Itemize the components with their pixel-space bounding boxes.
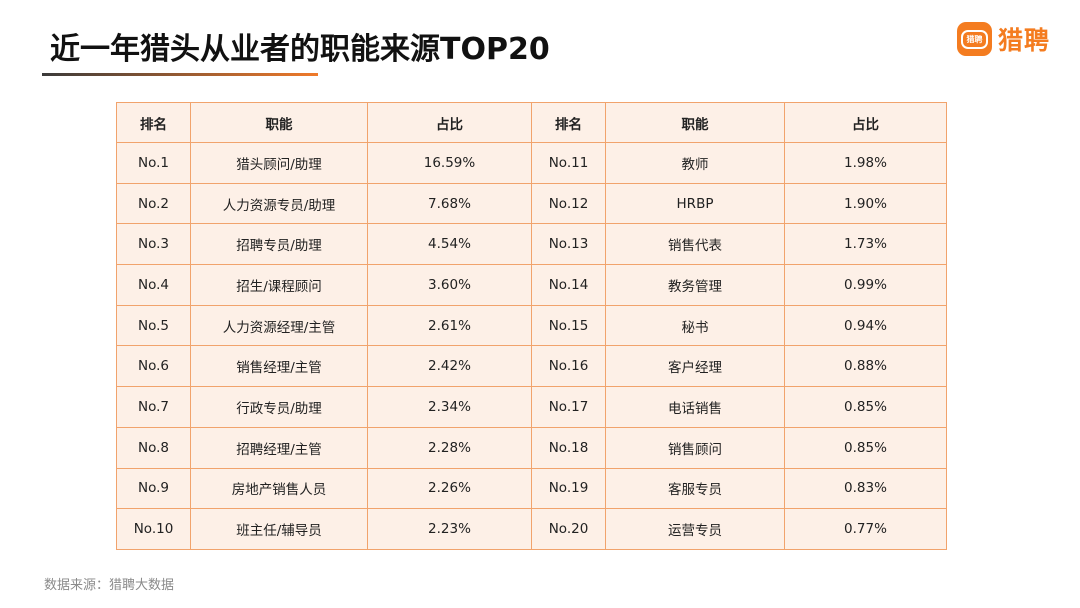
share-cell: 2.23% xyxy=(367,508,532,550)
rank-cell: No.16 xyxy=(531,345,606,388)
rank-cell: No.18 xyxy=(531,426,606,469)
table-row: No.4 招生/课程顾问 3.60% No.14 教务管理 0.99% xyxy=(116,264,947,306)
function-cell: 销售顾问 xyxy=(605,426,785,469)
function-cell: 招聘经理/主管 xyxy=(190,426,368,469)
function-cell: 秘书 xyxy=(605,304,785,347)
header-share: 占比 xyxy=(784,102,947,143)
rank-cell: No.15 xyxy=(531,304,606,347)
function-cell: 销售经理/主管 xyxy=(190,345,368,388)
table-header-row: 排名 职能 占比 排名 职能 占比 xyxy=(116,102,947,143)
header-rank: 排名 xyxy=(116,102,191,143)
table-row: No.10 班主任/辅导员 2.23% No.20 运营专员 0.77% xyxy=(116,508,947,550)
logo-icon: 猎聘 xyxy=(957,22,992,56)
function-cell: 房地产销售人员 xyxy=(190,467,368,510)
rank-cell: No.14 xyxy=(531,264,606,306)
share-cell: 2.61% xyxy=(367,304,532,347)
rank-cell: No.11 xyxy=(531,142,606,184)
rank-cell: No.6 xyxy=(116,345,191,388)
page-title: 近一年猎头从业者的职能来源TOP20 xyxy=(50,32,550,67)
rank-cell: No.5 xyxy=(116,304,191,347)
share-cell: 0.85% xyxy=(784,426,947,469)
function-cell: 人力资源经理/主管 xyxy=(190,304,368,347)
table-row: No.2 人力资源专员/助理 7.68% No.12 HRBP 1.90% xyxy=(116,182,947,225)
function-cell: 电话销售 xyxy=(605,386,785,428)
share-cell: 1.73% xyxy=(784,223,947,266)
share-cell: 3.60% xyxy=(367,264,532,306)
share-cell: 4.54% xyxy=(367,223,532,266)
share-cell: 0.99% xyxy=(784,264,947,306)
rank-cell: No.13 xyxy=(531,223,606,266)
title-underline xyxy=(42,73,318,76)
header-rank: 排名 xyxy=(531,102,606,143)
share-cell: 0.77% xyxy=(784,508,947,550)
table-row: No.3 招聘专员/助理 4.54% No.13 销售代表 1.73% xyxy=(116,223,947,266)
rank-cell: No.9 xyxy=(116,467,191,510)
function-cell: 销售代表 xyxy=(605,223,785,266)
logo-text: 猎聘 xyxy=(998,26,1051,55)
table-row: No.6 销售经理/主管 2.42% No.16 客户经理 0.88% xyxy=(116,345,947,388)
function-cell: 猎头顾问/助理 xyxy=(190,142,368,184)
rank-cell: No.7 xyxy=(116,386,191,428)
rank-cell: No.4 xyxy=(116,264,191,306)
function-cell: 招生/课程顾问 xyxy=(190,264,368,306)
function-cell: 行政专员/助理 xyxy=(190,386,368,428)
rank-cell: No.20 xyxy=(531,508,606,550)
share-cell: 0.85% xyxy=(784,386,947,428)
rank-cell: No.8 xyxy=(116,426,191,469)
share-cell: 7.68% xyxy=(367,182,532,225)
table-row: No.9 房地产销售人员 2.26% No.19 客服专员 0.83% xyxy=(116,467,947,510)
header-function: 职能 xyxy=(605,102,785,143)
table-row: No.1 猎头顾问/助理 16.59% No.11 教师 1.98% xyxy=(116,142,947,184)
function-cell: 运营专员 xyxy=(605,508,785,550)
share-cell: 2.26% xyxy=(367,467,532,510)
table-row: No.7 行政专员/助理 2.34% No.17 电话销售 0.85% xyxy=(116,386,947,428)
rank-cell: No.17 xyxy=(531,386,606,428)
ranking-table: 排名 职能 占比 排名 职能 占比 No.1 猎头顾问/助理 16.59% No.11… xyxy=(116,102,947,550)
function-cell: 招聘专员/助理 xyxy=(190,223,368,266)
share-cell: 1.98% xyxy=(784,142,947,184)
function-cell: 班主任/辅导员 xyxy=(190,508,368,550)
logo-icon-text: 猎聘 xyxy=(961,29,988,49)
brand-logo: 猎聘 猎聘 xyxy=(957,21,1050,57)
share-cell: 16.59% xyxy=(367,142,532,184)
rank-cell: No.3 xyxy=(116,223,191,266)
share-cell: 1.90% xyxy=(784,182,947,225)
share-cell: 0.88% xyxy=(784,345,947,388)
function-cell: 客户经理 xyxy=(605,345,785,388)
rank-cell: No.1 xyxy=(116,142,191,184)
rank-cell: No.19 xyxy=(531,467,606,510)
rank-cell: No.10 xyxy=(116,508,191,550)
function-cell: 客服专员 xyxy=(605,467,785,510)
share-cell: 2.28% xyxy=(367,426,532,469)
rank-cell: No.2 xyxy=(116,182,191,225)
table-row: No.5 人力资源经理/主管 2.61% No.15 秘书 0.94% xyxy=(116,304,947,347)
share-cell: 2.42% xyxy=(367,345,532,388)
function-cell: 教务管理 xyxy=(605,264,785,306)
function-cell: 教师 xyxy=(605,142,785,184)
table-row: No.8 招聘经理/主管 2.28% No.18 销售顾问 0.85% xyxy=(116,426,947,469)
share-cell: 0.83% xyxy=(784,467,947,510)
data-source-note: 数据来源：猎聘大数据 xyxy=(44,578,175,593)
function-cell: HRBP xyxy=(605,182,785,225)
header-function: 职能 xyxy=(190,102,368,143)
header-share: 占比 xyxy=(367,102,532,143)
share-cell: 0.94% xyxy=(784,304,947,347)
function-cell: 人力资源专员/助理 xyxy=(190,182,368,225)
rank-cell: No.12 xyxy=(531,182,606,225)
share-cell: 2.34% xyxy=(367,386,532,428)
